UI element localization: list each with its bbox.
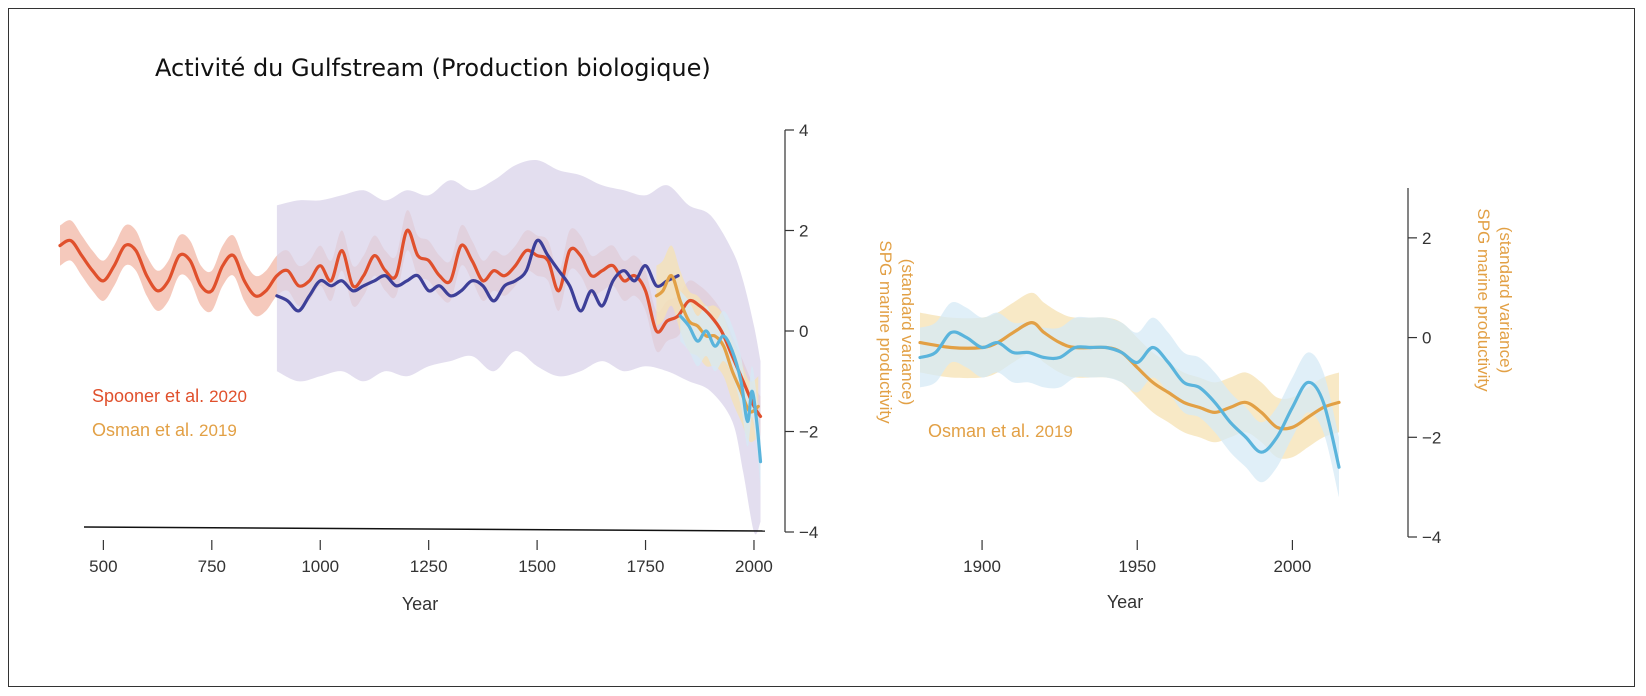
x-axis-title: Year: [402, 594, 438, 614]
y-tick-label: −4: [1422, 528, 1441, 547]
y-tick-label: −2: [799, 423, 818, 442]
y-tick-label: 2: [799, 222, 808, 241]
x-tick-label: 1950: [1118, 557, 1156, 576]
series-lines: [58, 228, 763, 464]
legend: Osman et al. 2019: [928, 421, 1073, 441]
right-chart: 1900 1950 2000 Year 2 0 −2 −4 SPG marine product…: [918, 188, 1515, 612]
x-tick-label: 1250: [410, 557, 448, 576]
series-line-osman-et-al-2019: [654, 274, 760, 414]
y-tick-label: 4: [799, 121, 808, 140]
x-tick-label: 1000: [301, 557, 339, 576]
y-axis-title: SPG marine productivity (standard varianc…: [1474, 208, 1515, 392]
band-reconstruction: [276, 159, 761, 535]
series-lines: [918, 321, 1341, 469]
y-tick-label: −4: [799, 523, 818, 542]
y-axis-title-line: (standard variance): [1496, 227, 1515, 373]
x-tick-label: 2000: [1273, 557, 1311, 576]
series-line-cyan: [918, 330, 1341, 469]
series-line-cyan: [678, 314, 763, 464]
y-tick-label: 0: [799, 322, 808, 341]
x-ticks: 500 750 1000 1250 1500 1750 2000: [89, 540, 773, 576]
uncertainty-bands: [920, 292, 1339, 498]
y-ticks: 4 2 0 −2 −4: [785, 121, 818, 542]
y-tick-label: 2: [1422, 229, 1431, 248]
y-ticks: 2 0 −2 −4: [1408, 229, 1441, 547]
x-ticks: 1900 1950 2000: [963, 540, 1311, 576]
series-line-osman-et-al-2019: [918, 321, 1341, 431]
x-tick-label: 2000: [735, 557, 773, 576]
x-axis-baseline: [83, 526, 766, 532]
x-tick-label: 500: [89, 557, 117, 576]
series-line-spooner-et-al-2020: [58, 228, 763, 418]
figure-title: Activité du Gulfstream (Production biolo…: [155, 54, 711, 82]
left-chart: 500 750 1000 1250 1500 1750 2000 Year 4 2 0 −2 −4 SPG…: [58, 121, 917, 614]
band-cyan: [920, 302, 1339, 498]
x-tick-label: 1500: [518, 557, 556, 576]
x-tick-label: 750: [198, 557, 226, 576]
x-tick-label: 1900: [963, 557, 1001, 576]
x-tick-label: 1750: [627, 557, 665, 576]
legend-entry: Osman et al. 2019: [92, 420, 237, 440]
y-axis-title-line: (standard variance): [898, 259, 917, 405]
y-axis-title: SPG marine productivity (standard varianc…: [876, 240, 917, 424]
x-axis-title: Year: [1107, 592, 1143, 612]
legend-entry: Osman et al. 2019: [928, 421, 1073, 441]
y-axis-title-line: SPG marine productivity: [1474, 208, 1493, 392]
y-axis-title-line: SPG marine productivity: [876, 240, 895, 424]
legend: Spooner et al. 2020 Osman et al. 2019: [92, 386, 247, 440]
series-line-reconstruction: [275, 238, 680, 313]
legend-entry: Spooner et al. 2020: [92, 386, 247, 406]
y-tick-label: 0: [1422, 329, 1431, 348]
y-tick-label: −2: [1422, 428, 1441, 447]
uncertainty-bands: [60, 159, 761, 535]
